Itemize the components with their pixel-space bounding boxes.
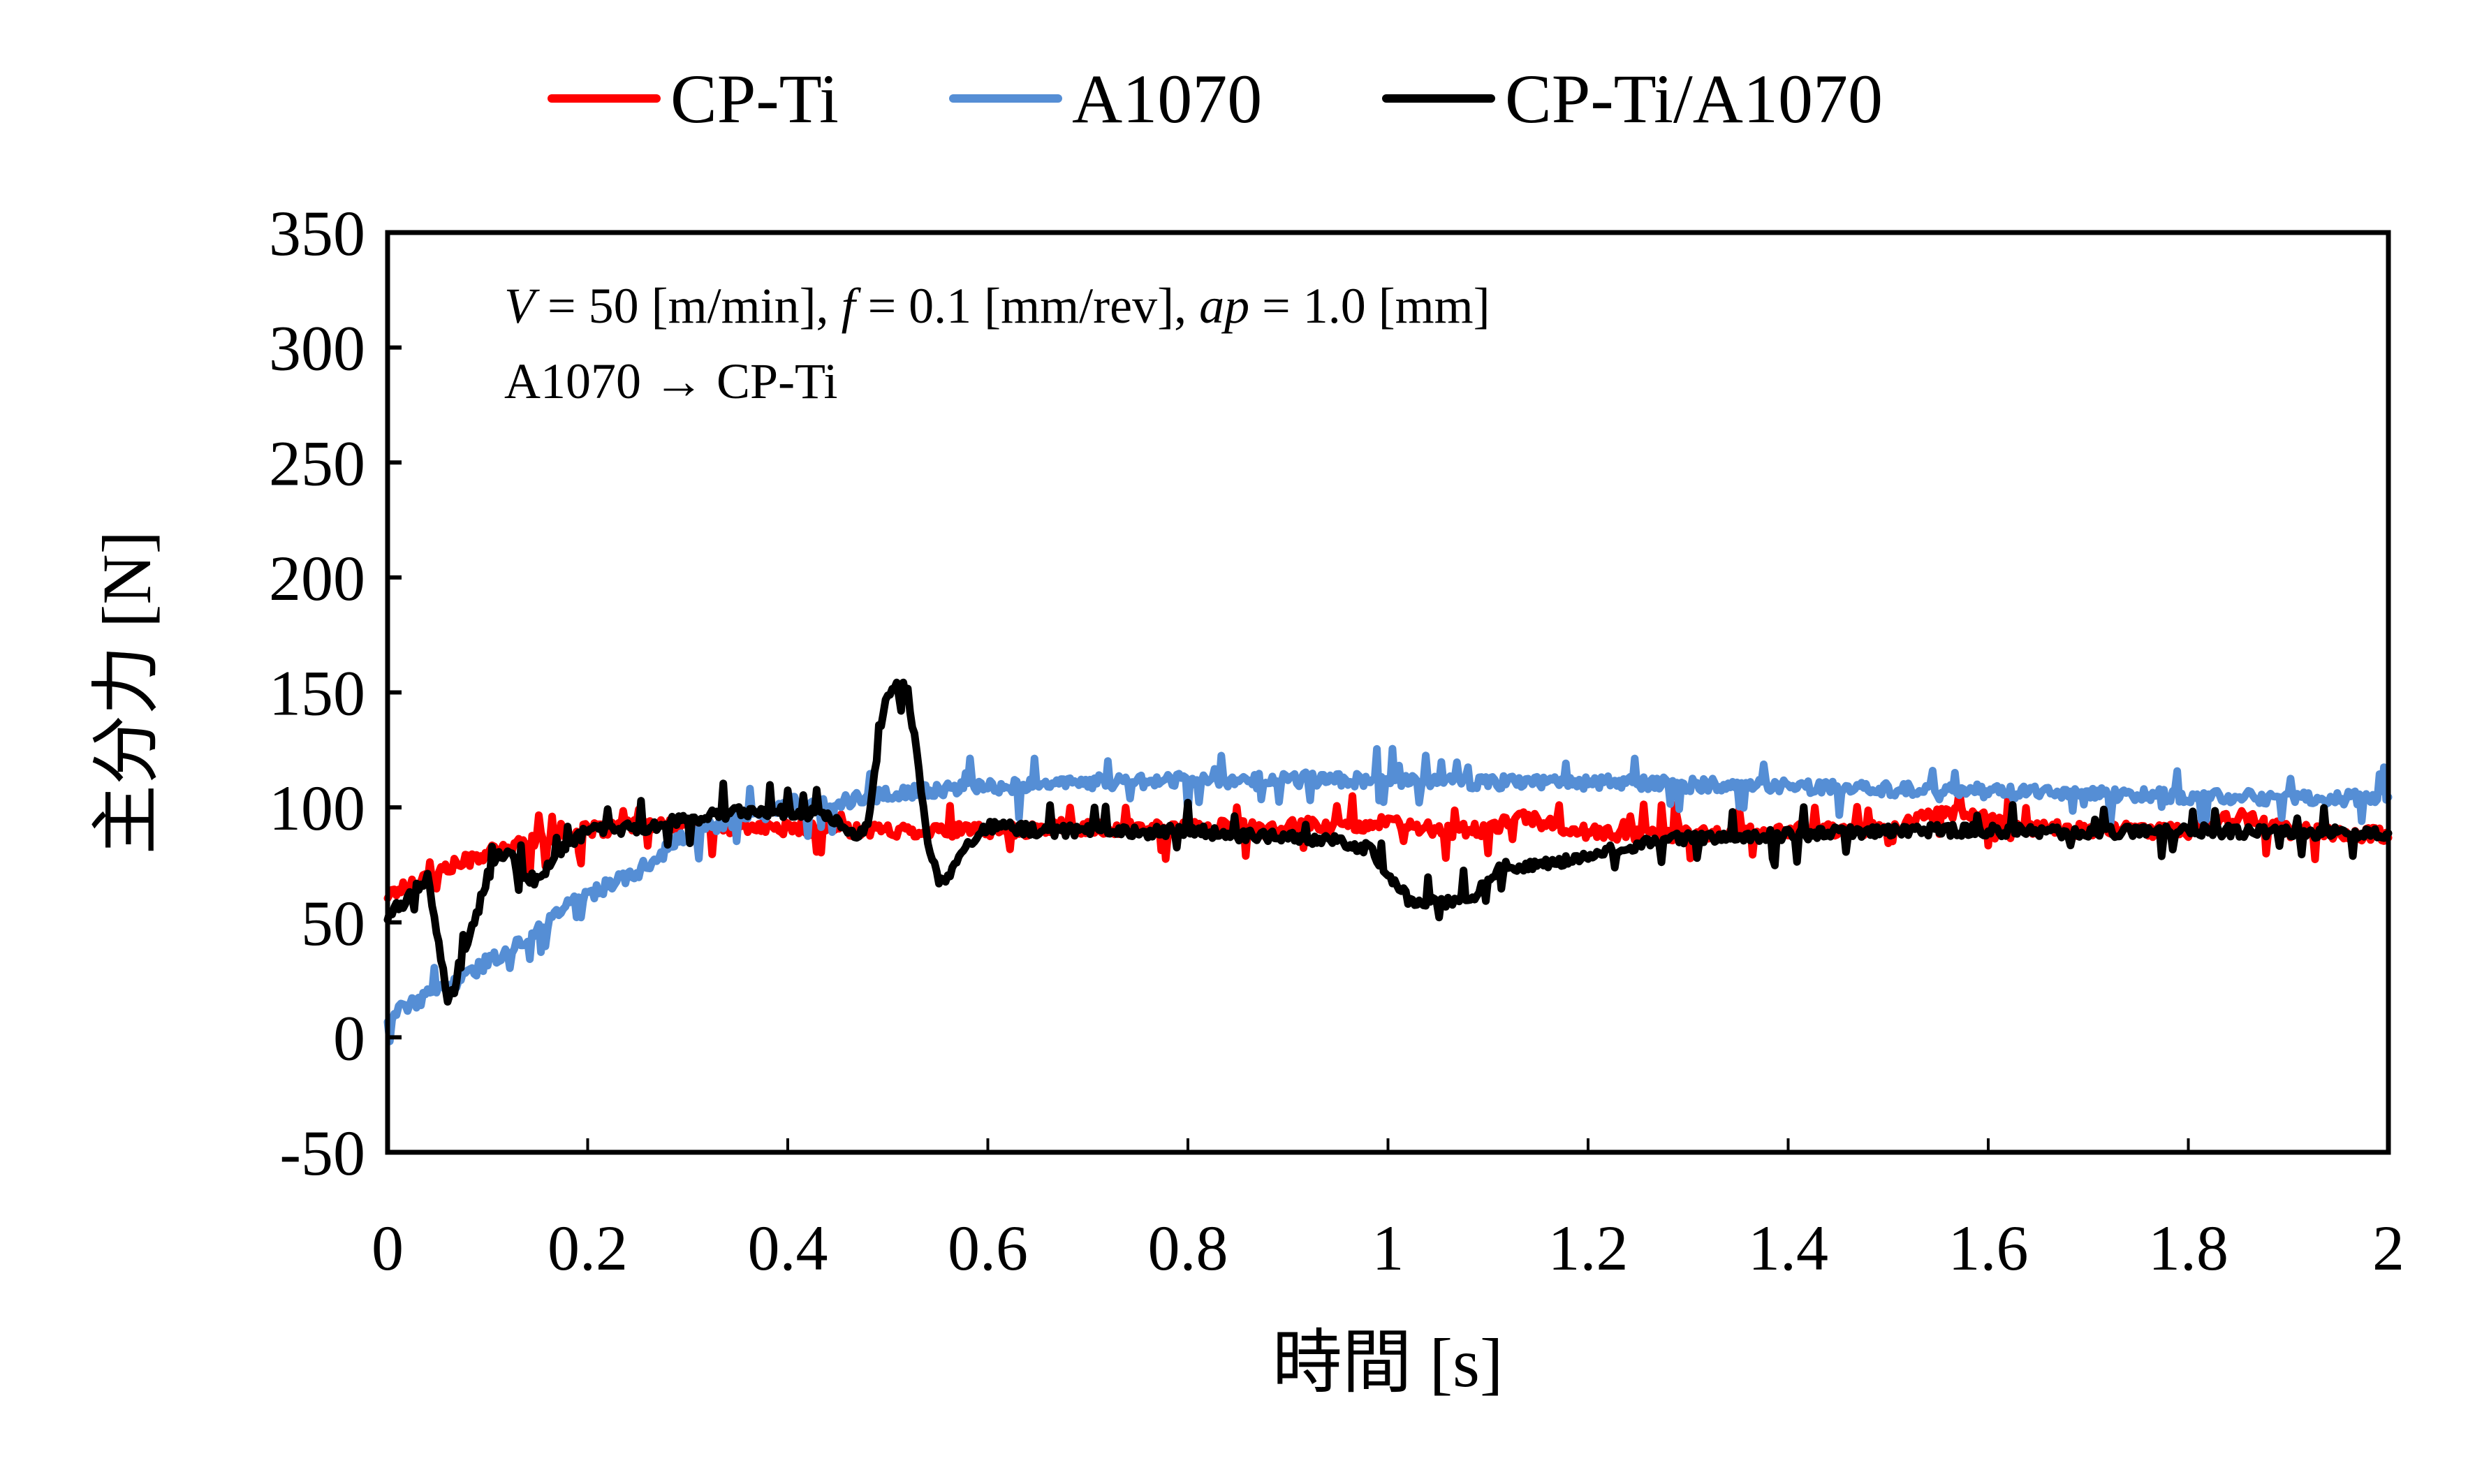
series-line-a1070 bbox=[383, 744, 2393, 1045]
x-tick-label: 0.6 bbox=[948, 1212, 1028, 1284]
y-tick-label: 300 bbox=[269, 313, 365, 384]
y-tick-label: 50 bbox=[301, 888, 365, 959]
x-tick-label: 0.2 bbox=[548, 1212, 628, 1284]
annotation-part: ap bbox=[1199, 278, 1249, 334]
x-tick-label: 0.4 bbox=[748, 1212, 828, 1284]
x-axis-ticks bbox=[386, 1138, 2390, 1152]
annotation-part: = 1.0 [mm] bbox=[1249, 278, 1490, 334]
y-tick-label: 100 bbox=[269, 772, 365, 844]
y-axis-title: 主分力 [N] bbox=[88, 531, 166, 855]
y-axis-ticks bbox=[388, 230, 402, 1154]
legend: CP-Ti A1070 CP-Ti/A1070 bbox=[548, 60, 1883, 138]
annotation-part: = 50 [m/min], bbox=[535, 278, 842, 334]
annotation-part: = 0.1 [mm/rev], bbox=[855, 278, 1200, 334]
x-axis-tick-labels: 0 0.2 0.4 0.6 0.8 1 1.2 1.4 1.6 1.8 2 bbox=[372, 1212, 2404, 1284]
annotation-part: V bbox=[504, 278, 540, 334]
x-tick-label: 1.6 bbox=[1948, 1212, 2029, 1284]
x-tick-label: 1.8 bbox=[2148, 1212, 2228, 1284]
y-tick-label: 250 bbox=[269, 427, 365, 499]
legend-label: CP-Ti/A1070 bbox=[1505, 60, 1883, 138]
series-layer bbox=[383, 678, 2393, 1045]
series-line-cp-ti-a1070 bbox=[383, 678, 2393, 1006]
y-axis-tick-labels: -50 0 50 100 150 200 250 300 350 bbox=[269, 198, 365, 1189]
y-tick-label: 150 bbox=[269, 658, 365, 729]
y-tick-label: -50 bbox=[279, 1117, 365, 1189]
annotation-cutting-conditions: V = 50 [m/min], f = 0.1 [mm/rev], ap = 1… bbox=[504, 278, 1490, 334]
y-tick-label: 0 bbox=[333, 1002, 365, 1073]
y-tick-label: 200 bbox=[269, 543, 365, 614]
x-tick-label: 0.8 bbox=[1148, 1212, 1228, 1284]
x-tick-label: 0 bbox=[372, 1212, 404, 1284]
x-tick-label: 1.2 bbox=[1548, 1212, 1629, 1284]
x-tick-label: 2 bbox=[2372, 1212, 2404, 1284]
x-axis-title: 時間 [s] bbox=[1272, 1324, 1504, 1402]
legend-label: CP-Ti bbox=[670, 60, 839, 138]
x-tick-label: 1 bbox=[1372, 1212, 1404, 1284]
legend-label: A1070 bbox=[1072, 60, 1262, 138]
annotation-material-order: A1070 → CP-Ti bbox=[504, 353, 838, 409]
y-tick-label: 350 bbox=[269, 198, 365, 269]
x-tick-label: 1.4 bbox=[1748, 1212, 1828, 1284]
